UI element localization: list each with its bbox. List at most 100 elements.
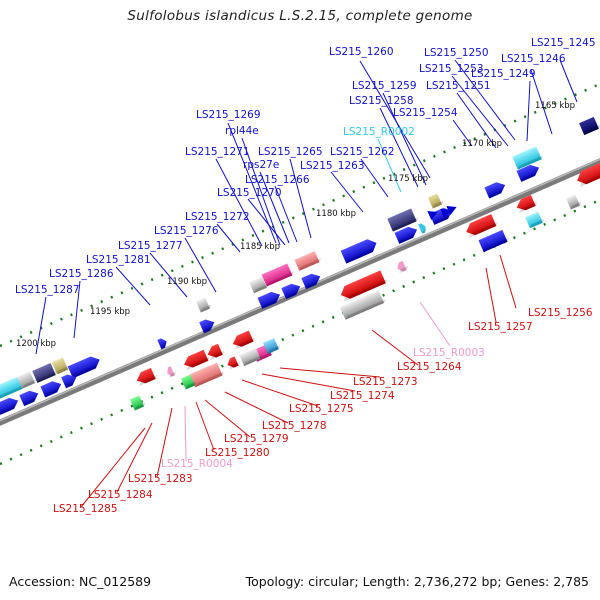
cds-box (428, 193, 444, 209)
gene-labels: LS215_1245 LS215_1246 LS215_1250 LS215_1249… (15, 37, 596, 515)
leader-line (289, 158, 312, 239)
forward-gene-label: LS215_1271 (185, 146, 250, 158)
cds-box (294, 251, 322, 271)
leader-line (360, 158, 389, 198)
leader-line (377, 138, 402, 193)
cds-box (261, 263, 294, 287)
reverse-gene-label: LS215_1284 (88, 489, 153, 501)
reverse-gene-label: LS215_1285 (53, 503, 118, 515)
leader-line (499, 254, 517, 309)
cds-box (0, 376, 25, 400)
forward-gene-label: LS215_1253 (419, 63, 484, 75)
cds-box (566, 194, 582, 210)
leader-line (485, 267, 497, 323)
cds-box (189, 362, 225, 388)
cds-arrow (40, 381, 62, 398)
forward-gene-label: rps27e (243, 159, 279, 171)
leader-line (456, 92, 497, 149)
leader-line (184, 237, 217, 293)
accession-label: Accession: NC_012589 (9, 574, 152, 589)
cds-arrow (227, 356, 241, 370)
scale-label: 1195 kbp (90, 307, 130, 317)
leader-line (247, 198, 286, 246)
reverse-gene-label: LS215_R0003 (413, 347, 485, 359)
cds-box (387, 208, 419, 232)
scale-label: 1185 kbp (240, 242, 280, 252)
cds-arrow (516, 164, 540, 182)
cds-arrow (183, 349, 210, 371)
forward-gene-label: rpl44e (225, 125, 259, 137)
map-title: Sulfolobus islandicus L.S.2.15, complete… (127, 8, 473, 24)
forward-gene-label: LS215_1265 (258, 146, 323, 158)
leader-line (227, 122, 277, 244)
rna-arrow (418, 223, 427, 234)
leader-line (330, 171, 364, 213)
cds-arrow (207, 343, 225, 361)
rna-arrow (167, 366, 177, 378)
leader-line (279, 367, 381, 378)
leader-line (419, 301, 451, 347)
cds-arrow (136, 367, 158, 387)
leader-line (73, 280, 81, 339)
cds-arrow (440, 209, 451, 219)
cds-arrow (199, 319, 215, 334)
forward-gene-label: LS215_1266 (245, 174, 310, 186)
forward-gene-label: LS215_1281 (86, 254, 151, 266)
cds-box (525, 211, 545, 229)
cds-arrow (232, 330, 256, 350)
cds-box (249, 276, 269, 294)
leader-line (379, 107, 419, 188)
forward-gene-label: LS215_1250 (424, 47, 489, 59)
leader-line (454, 59, 516, 141)
leader-line (261, 373, 356, 392)
cds-arrow (577, 162, 600, 188)
cds-arrow (281, 283, 301, 300)
forward-gene-label: LS215_1263 (300, 160, 365, 172)
forward-gene-label: LS215_1287 (15, 284, 80, 296)
forward-gene-label: LS215_1269 (196, 109, 261, 121)
cds-arrow (19, 390, 39, 407)
genome-backbone-highlight (0, 158, 600, 422)
cds-box (32, 363, 58, 383)
reverse-gene-label: LS215_1273 (353, 376, 418, 388)
cds-arrow (340, 239, 377, 264)
reverse-gene-label: LS215_R0004 (161, 458, 233, 470)
forward-gene-label: LS215_1249 (471, 68, 536, 80)
cds-arrow (301, 273, 321, 290)
genome-backbone (0, 158, 600, 426)
reverse-gene-label: LS215_1257 (468, 321, 533, 333)
leader-line (156, 407, 173, 478)
forward-gene-label: LS215_1259 (352, 80, 417, 92)
cds-arrow (340, 270, 388, 302)
leader-line (241, 137, 281, 246)
forward-gene-label: LS215_1277 (118, 240, 183, 252)
cds-box (196, 297, 212, 313)
leader-line (195, 401, 215, 451)
leader-line (259, 171, 290, 244)
forward-gene-label: LS215_1270 (217, 187, 282, 199)
leader-line (216, 223, 241, 253)
leader-line (35, 296, 47, 355)
leader-line (80, 427, 146, 508)
forward-gene-label: LS215_1251 (426, 80, 491, 92)
leader-line (149, 252, 188, 298)
scale-label: 1190 kbp (167, 277, 207, 287)
leader-line (382, 92, 427, 186)
leader-line (116, 422, 153, 493)
cds-arrow (516, 194, 538, 214)
leader-line (204, 399, 251, 438)
cds-box (130, 395, 146, 411)
leader-line (451, 75, 509, 147)
leader-line (452, 119, 473, 147)
leader-line (115, 266, 151, 306)
gene-features (0, 116, 600, 415)
leader-line (224, 391, 289, 424)
cds-box (51, 357, 70, 375)
scale-label: 1165 kbp (535, 101, 575, 111)
cds-arrow (484, 182, 506, 199)
cds-arrow (67, 356, 100, 379)
cds-box (16, 371, 37, 389)
reverse-gene-label: LS215_1256 (528, 307, 593, 319)
reverse-gene-label: LS215_1275 (289, 403, 354, 415)
